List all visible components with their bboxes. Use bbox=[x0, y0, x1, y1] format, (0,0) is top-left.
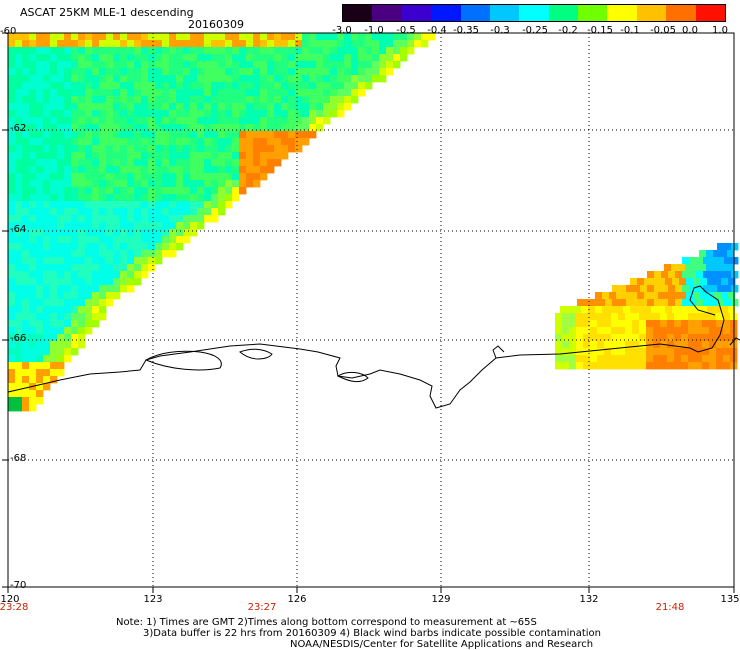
map-date: 20160309 bbox=[188, 18, 244, 31]
color-scale-segment bbox=[460, 5, 491, 21]
color-scale-label: -3.0 bbox=[332, 25, 352, 36]
color-scale-segment bbox=[607, 5, 638, 21]
color-scale-label: -0.35 bbox=[453, 25, 479, 36]
axis-ticks bbox=[2, 32, 735, 593]
lon-label: 126 bbox=[287, 594, 307, 605]
color-scale-label: -0.1 bbox=[620, 25, 640, 36]
footnote-line: 3)Data buffer is 22 hrs from 20160309 4)… bbox=[143, 628, 601, 639]
color-scale-segment bbox=[401, 5, 432, 21]
color-scale-label: -0.05 bbox=[650, 25, 676, 36]
lat-label: -64 bbox=[10, 224, 27, 235]
lon-label: 123 bbox=[143, 594, 163, 605]
swath-west bbox=[8, 33, 436, 412]
color-scale-label: -0.5 bbox=[396, 25, 416, 36]
map-title: ASCAT 25KM MLE-1 descending bbox=[20, 6, 194, 19]
color-scale-segment bbox=[695, 5, 726, 21]
lat-label: -70 bbox=[10, 580, 27, 591]
lat-label: -68 bbox=[10, 453, 27, 464]
lon-label: 120 bbox=[0, 594, 20, 605]
time-label: 21:48 bbox=[655, 602, 685, 613]
color-scale-segment bbox=[431, 5, 462, 21]
lon-label: 135 bbox=[720, 594, 740, 605]
color-scale-segment bbox=[578, 5, 608, 21]
lon-label: 132 bbox=[579, 594, 599, 605]
swath-east bbox=[555, 243, 739, 370]
lat-label: -62 bbox=[10, 123, 27, 134]
color-scale-segment bbox=[519, 5, 550, 21]
color-scale-label: 1.0 bbox=[712, 25, 728, 36]
color-scale-label: 0.0 bbox=[682, 25, 698, 36]
lat-label: -60 bbox=[0, 26, 17, 37]
time-label: 23:28 bbox=[0, 602, 29, 613]
color-scale-label: -0.15 bbox=[587, 25, 613, 36]
gridlines bbox=[8, 33, 734, 587]
color-scale-segment bbox=[372, 5, 403, 21]
coastline bbox=[7, 285, 740, 409]
color-scale-bar bbox=[342, 4, 726, 22]
lat-label: -66 bbox=[10, 333, 27, 344]
color-scale-segment bbox=[666, 5, 697, 21]
lon-label: 129 bbox=[431, 594, 451, 605]
time-label: 23:27 bbox=[247, 602, 277, 613]
color-scale-label: -0.4 bbox=[427, 25, 447, 36]
color-scale-segment bbox=[343, 5, 373, 21]
color-scale-segment bbox=[636, 5, 667, 21]
color-scale-label: -0.3 bbox=[490, 25, 510, 36]
footnote-line: NOAA/NESDIS/Center for Satellite Applica… bbox=[290, 639, 594, 650]
color-scale-label: -0.25 bbox=[522, 25, 548, 36]
color-scale-label: -1.0 bbox=[364, 25, 384, 36]
footnote-line: Note: 1) Times are GMT 2)Times along bot… bbox=[116, 617, 537, 628]
color-scale-label: -0.2 bbox=[558, 25, 578, 36]
map-frame bbox=[7, 32, 735, 588]
color-scale-segment bbox=[489, 5, 520, 21]
color-scale-segment bbox=[548, 5, 579, 21]
